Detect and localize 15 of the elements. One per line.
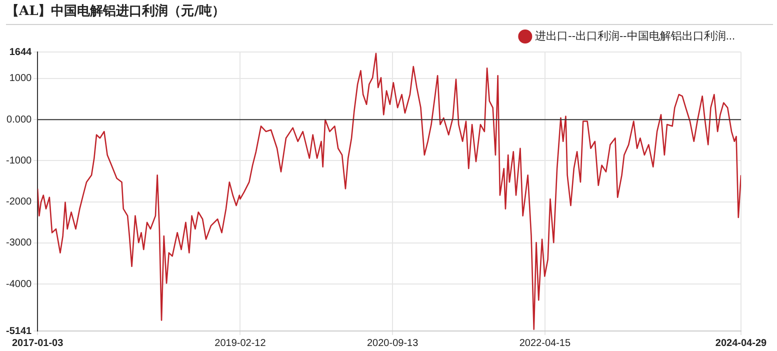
chart-title: 【AL】中国电解铝进口利润（元/吨） [6, 0, 773, 25]
x-tick-label: 2017-01-03 [12, 338, 64, 349]
x-tick-label: 2019-02-12 [214, 338, 266, 349]
y-tick-label: -4000 [6, 278, 32, 290]
y-tick-label: 0.000 [6, 114, 32, 126]
y-tick-label: -5141 [6, 326, 32, 337]
x-tick-label: 2024-04-29 [715, 338, 768, 349]
y-tick-label: 1644 [9, 46, 32, 58]
y-tick-label: -2000 [6, 196, 32, 208]
x-tick-label: 2020-09-13 [367, 338, 419, 349]
x-tick-label: 2022-04-15 [519, 338, 571, 349]
y-tick-label: -1000 [6, 155, 32, 166]
legend-label: 进出口--出口利润--中国电解铝出口利润... [535, 30, 736, 43]
y-tick-label: 1000 [9, 73, 32, 84]
y-tick-label: -3000 [6, 238, 32, 249]
